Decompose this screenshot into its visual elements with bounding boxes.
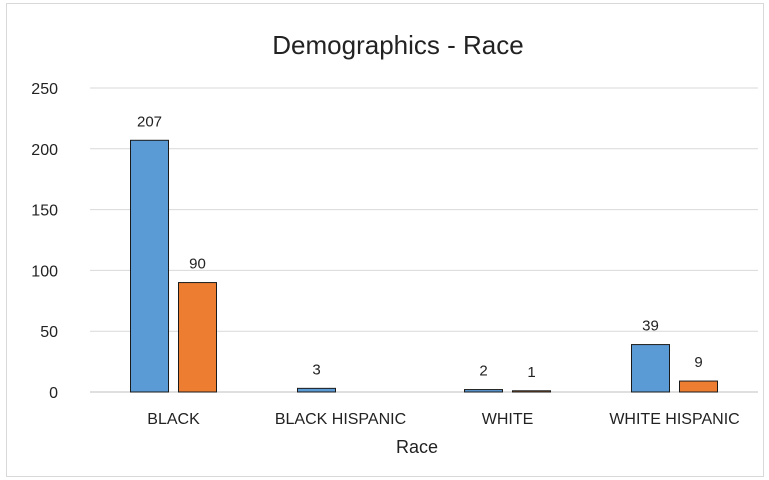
data-label: 2	[479, 363, 487, 380]
y-tick-label: 100	[31, 263, 58, 280]
bars	[130, 139, 718, 393]
data-label: 90	[189, 256, 206, 273]
bar	[631, 344, 670, 393]
data-label: 207	[137, 113, 162, 130]
category-label: WHITE	[482, 411, 534, 428]
y-axis-ticks: 0 50 100 150 200 250	[31, 81, 58, 402]
data-label: 1	[527, 364, 535, 381]
data-label: 3	[312, 361, 320, 378]
y-tick-label: 0	[49, 385, 58, 402]
bar	[464, 389, 503, 393]
chart-title: Demographics - Race	[272, 30, 523, 60]
bar	[130, 139, 169, 393]
category-label: BLACK HISPANIC	[275, 411, 406, 428]
category-label: BLACK	[147, 411, 200, 428]
y-tick-label: 150	[31, 203, 58, 220]
data-label: 39	[642, 318, 659, 335]
y-tick-label: 50	[40, 324, 58, 341]
bar	[178, 282, 217, 393]
bar	[512, 390, 551, 393]
data-labels: 207 90 3 2 1 39 9	[137, 113, 703, 380]
category-label: WHITE HISPANIC	[609, 411, 739, 428]
x-axis-categories: BLACK BLACK HISPANIC WHITE WHITE HISPANIC	[147, 411, 739, 428]
y-tick-label: 250	[31, 81, 58, 98]
y-tick-label: 200	[31, 142, 58, 159]
bar	[679, 380, 718, 393]
x-axis-title: Race	[396, 437, 438, 457]
data-label: 9	[694, 354, 702, 371]
bar	[297, 387, 336, 393]
